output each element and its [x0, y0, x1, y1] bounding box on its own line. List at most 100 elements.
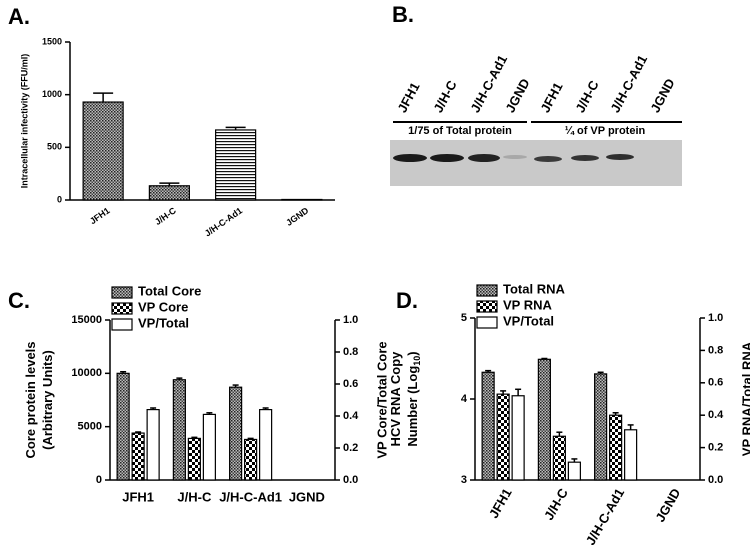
panel-label: D.	[396, 288, 418, 313]
bar	[215, 129, 257, 201]
y-axis-label: (Arbitrary Units)	[40, 350, 55, 450]
x-tick-label: J/H-C	[153, 205, 178, 227]
lane-label: J/H-C	[430, 77, 459, 115]
lane-label: J/H-C	[572, 77, 601, 115]
y-tick-label: 15000	[71, 314, 102, 326]
y-tick-label: 4	[461, 393, 468, 405]
bar	[244, 438, 258, 481]
y2-tick-label: 0.6	[343, 378, 358, 390]
bar	[537, 358, 551, 481]
bar	[609, 414, 623, 481]
band	[430, 154, 464, 162]
x-tick-label: J/H-C-Ad1	[583, 486, 627, 548]
y2-axis-label: VP RNA/Total RNA	[739, 341, 750, 456]
y-axis-label: HCV RNA Copy	[388, 351, 403, 447]
y-tick-label: 3	[461, 474, 467, 486]
band	[503, 155, 527, 159]
y2-tick-label: 0.8	[708, 344, 723, 356]
bar	[187, 437, 201, 481]
x-tick-label: JGND	[284, 205, 311, 228]
lane-label: JFH1	[537, 80, 565, 115]
y2-tick-label: 0.4	[708, 409, 724, 421]
bar	[202, 413, 216, 481]
y2-tick-label: 0.2	[708, 442, 723, 454]
legend-label: VP/Total	[503, 313, 554, 328]
bar	[511, 395, 525, 481]
legend-label: VP RNA	[503, 297, 552, 312]
bar	[82, 101, 124, 201]
y-axis-label-line: Number (Log	[405, 366, 420, 447]
panel-label: C.	[8, 288, 30, 313]
x-tick-label: JFH1	[88, 205, 112, 226]
y-axis-label-line: Core protein levels	[23, 341, 38, 458]
legend-swatch	[111, 286, 133, 299]
x-tick-label: J/H-C-Ad1	[219, 489, 282, 504]
y-axis-label: Number (Log10)	[405, 351, 422, 446]
bar	[229, 386, 243, 481]
y2-tick-label: 0.6	[708, 377, 723, 389]
y-axis-label: Core protein levels	[23, 341, 38, 458]
y-tick-label: 5	[461, 312, 467, 324]
lane-label: J/H-C-Ad1	[607, 52, 650, 115]
y-tick-label: 0	[57, 194, 62, 204]
bar	[552, 435, 566, 481]
bar	[496, 393, 510, 481]
blot-membrane	[390, 140, 682, 186]
legend-label: Total Core	[138, 283, 201, 298]
band	[393, 154, 427, 162]
lane-label: JGND	[502, 76, 532, 115]
panel-label: A.	[8, 4, 30, 29]
group-label: ¼ of VP protein	[565, 125, 646, 137]
x-tick-label: J/H-C-Ad1	[203, 205, 244, 238]
y-axis-label-line: (Arbitrary Units)	[40, 350, 55, 450]
legend-label: VP Core	[138, 299, 188, 314]
y-tick-label: 0	[96, 474, 102, 486]
bar	[567, 461, 581, 481]
lane-label: JGND	[647, 76, 677, 115]
y2-tick-label: 1.0	[343, 314, 358, 326]
band	[606, 154, 634, 160]
panel-label: B.	[392, 2, 414, 27]
x-tick-label: JFH1	[122, 489, 154, 504]
blot-panel: B. 1/75 of Total protein ¼ of VP protein	[390, 2, 682, 186]
y-axis-label-subscript: 10	[412, 356, 422, 366]
y2-tick-label: 0.4	[343, 410, 359, 422]
x-tick-label: JFH1	[486, 486, 515, 521]
bar	[148, 185, 190, 201]
bar	[259, 409, 273, 481]
y-tick-label: 1500	[42, 36, 62, 46]
x-tick-label: J/H-C	[177, 489, 212, 504]
y2-tick-label: 0.0	[343, 474, 358, 486]
bar	[146, 409, 160, 481]
y-axis-label-suffix: )	[405, 351, 420, 355]
x-tick-label: JGND	[289, 489, 325, 504]
legend-swatch	[476, 316, 498, 329]
y-tick-label: 1000	[42, 89, 62, 99]
band	[468, 154, 500, 162]
legend-label: Total RNA	[503, 281, 565, 296]
legend-swatch	[111, 318, 133, 331]
bar	[624, 429, 638, 481]
x-tick-label: JGND	[652, 486, 683, 525]
bar	[172, 379, 186, 481]
y2-tick-label: 0.2	[343, 442, 358, 454]
y2-tick-label: 0.0	[708, 474, 723, 486]
bar	[281, 198, 323, 201]
legend-swatch	[111, 302, 133, 315]
y-axis-label-line: HCV RNA Copy	[388, 351, 403, 447]
y2-tick-label: 1.0	[708, 312, 723, 324]
y2-tick-label: 0.8	[343, 346, 358, 358]
y2-axis-label: VP Core/Total Core	[374, 341, 389, 458]
legend-swatch	[476, 300, 498, 313]
legend-label: VP/Total	[138, 315, 189, 330]
x-tick-label: J/H-C	[541, 485, 571, 522]
band	[571, 155, 599, 161]
legend-swatch	[476, 284, 498, 297]
bar	[116, 372, 130, 481]
y-tick-label: 5000	[78, 421, 102, 433]
y-tick-label: 10000	[71, 367, 102, 379]
y-axis-label: Intracellular infectivity (FFU/ml)	[19, 54, 29, 189]
y-tick-label: 500	[47, 142, 62, 152]
